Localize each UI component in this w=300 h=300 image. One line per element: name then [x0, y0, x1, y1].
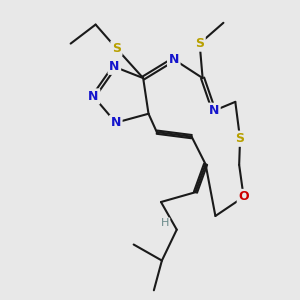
Text: S: S — [236, 132, 244, 145]
Text: S: S — [112, 42, 121, 55]
Text: S: S — [195, 37, 204, 50]
Text: N: N — [109, 60, 119, 73]
Text: N: N — [111, 116, 121, 129]
Text: N: N — [169, 53, 179, 66]
Text: N: N — [209, 104, 219, 117]
Text: O: O — [238, 190, 249, 203]
Text: N: N — [88, 90, 99, 103]
Text: H: H — [161, 218, 169, 228]
